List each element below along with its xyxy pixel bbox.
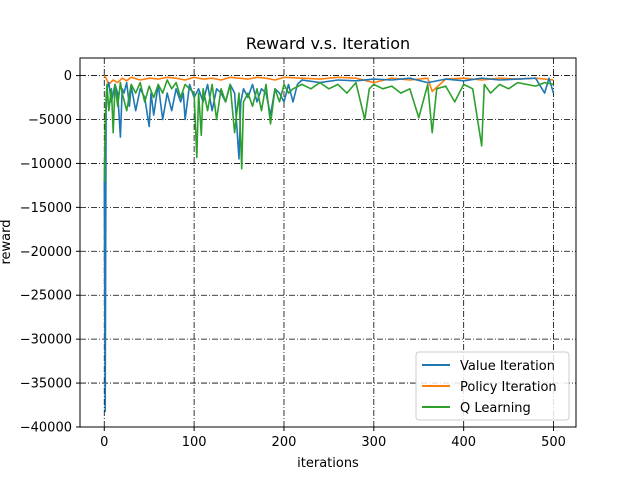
y-tick-label: −20000 [20, 245, 72, 260]
y-tick-label: −35000 [20, 377, 72, 392]
x-tick-label: 300 [361, 435, 386, 450]
legend: Value Iteration Policy Iteration Q Learnin… [415, 351, 570, 421]
x-axis-label: iterations [297, 456, 359, 471]
x-tick-label: 500 [541, 435, 566, 450]
y-tick-label: 0 [64, 69, 72, 84]
y-tick-label: −15000 [20, 201, 72, 216]
series-line-policy-iteration [103, 75, 554, 93]
grid-lines [80, 58, 576, 428]
chart-title: Reward v.s. Iteration [246, 34, 410, 53]
axis-ticks: 0 100 200 300 400 500 0 −5000 −10000 −15000 −20000… [20, 69, 566, 450]
y-tick-label: −5000 [28, 113, 72, 128]
y-axis-label: reward [0, 219, 14, 264]
x-tick-label: 0 [100, 435, 108, 450]
x-tick-label: 200 [272, 435, 297, 450]
y-tick-label: −40000 [20, 421, 72, 436]
y-tick-label: −25000 [20, 289, 72, 304]
plot-frame [79, 57, 577, 428]
legend-box [415, 351, 570, 421]
x-tick-label: 100 [182, 435, 207, 450]
series-lines [103, 75, 555, 413]
legend-label: Q Learning [460, 401, 531, 416]
legend-label: Value Iteration [460, 359, 555, 374]
y-tick-label: −30000 [20, 333, 72, 348]
series-line-q-learning [103, 79, 554, 182]
x-tick-label: 400 [451, 435, 476, 450]
y-tick-label: −10000 [20, 157, 72, 172]
legend-label: Policy Iteration [460, 380, 557, 395]
